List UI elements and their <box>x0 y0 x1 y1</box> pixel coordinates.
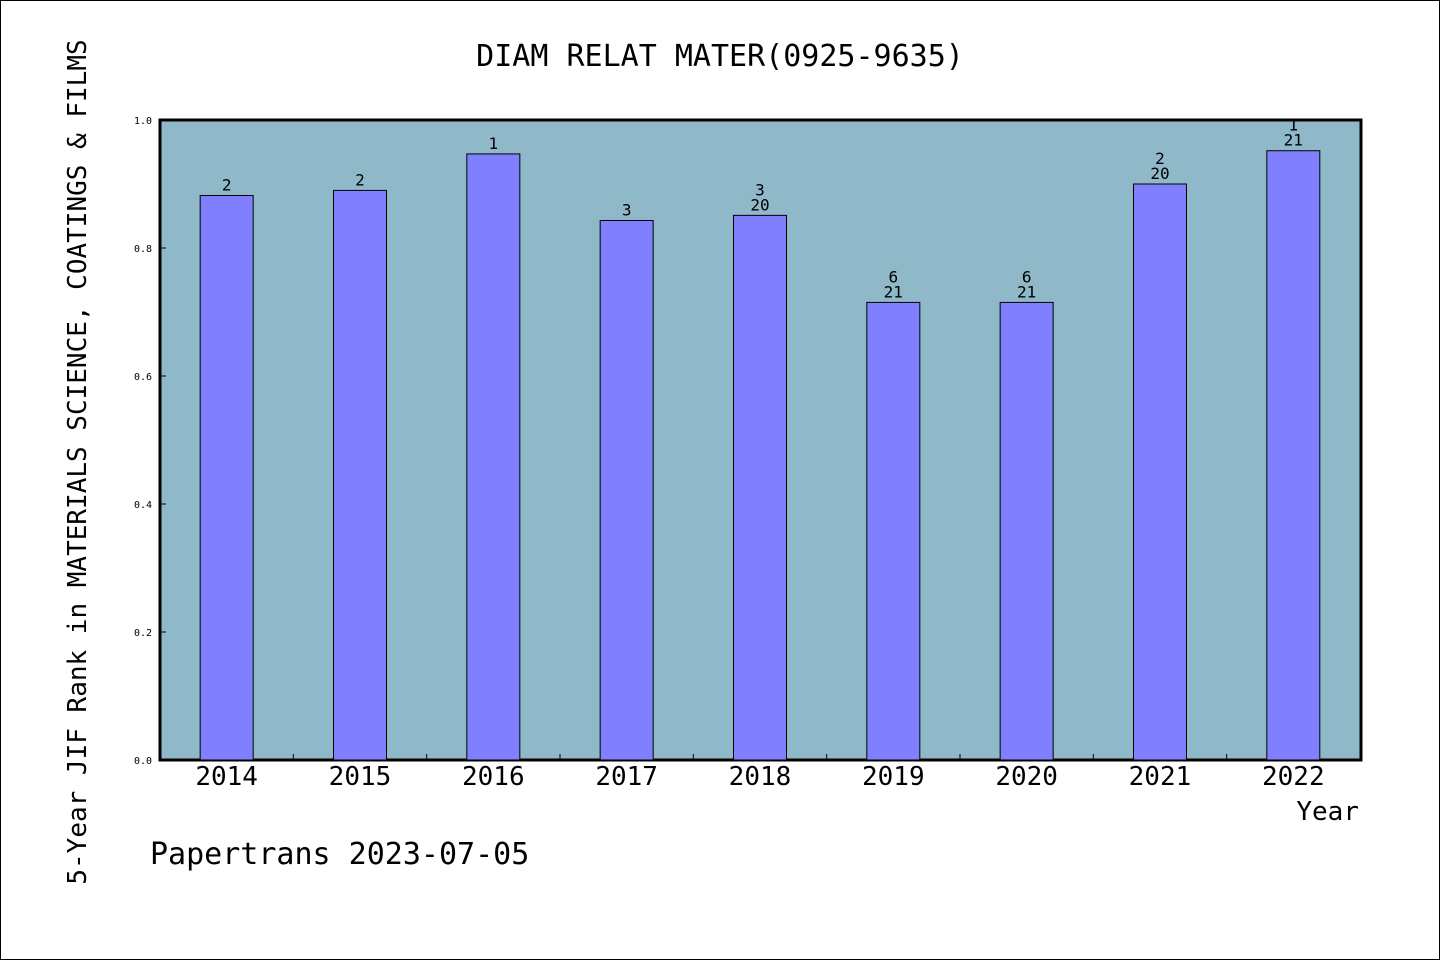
bar-data-label: 2 <box>222 176 232 195</box>
x-tick-label: 2016 <box>462 762 525 792</box>
x-tick-label: 2017 <box>595 762 658 792</box>
x-tick-label: 2019 <box>862 762 925 792</box>
bar-data-label: 2 <box>1155 149 1165 168</box>
y-axis-label: 5-Year JIF Rank in MATERIALS SCIENCE, CO… <box>63 39 93 884</box>
bar-2019 <box>866 301 921 761</box>
x-tick-label: 2018 <box>729 762 792 792</box>
bar-2022 <box>1266 150 1321 761</box>
y-tick-label: 0.2 <box>134 628 152 639</box>
bar-data-label: 1 <box>1288 116 1298 135</box>
watermark: Papertrans 2023-07-05 <box>150 837 529 872</box>
bars <box>199 150 1321 761</box>
x-axis-label: Year <box>1296 797 1359 827</box>
x-tick-label: 2015 <box>329 762 392 792</box>
x-tick-label: 2014 <box>195 762 258 792</box>
bar-2016 <box>466 153 521 761</box>
bar-data-label: 21 <box>1017 282 1036 301</box>
y-tick-label: 0.0 <box>134 756 152 767</box>
bar-data-label: 3 <box>755 180 765 199</box>
y-tick-label: 0.6 <box>134 372 152 383</box>
x-axis: 2014 2015 2016 2017 2018 2019 2020 2021 2022 <box>195 754 1325 792</box>
y-axis: 0.0 0.2 0.4 0.6 0.8 1.0 <box>134 116 166 767</box>
bar-data-label: 20 <box>750 195 769 214</box>
bar-2015 <box>332 189 387 761</box>
y-tick-label: 0.4 <box>134 500 152 511</box>
bar-2014 <box>199 195 254 761</box>
bar-data-label: 1 <box>489 134 499 153</box>
bar-data-label: 21 <box>884 282 903 301</box>
bar-2020 <box>999 301 1054 761</box>
x-tick-label: 2022 <box>1262 762 1325 792</box>
x-tick-label: 2020 <box>995 762 1058 792</box>
x-tick-label: 2021 <box>1129 762 1192 792</box>
bar-data-label: 6 <box>888 267 898 286</box>
bar-2018 <box>732 214 787 761</box>
bar-2021 <box>1132 183 1187 761</box>
bar-data-label: 21 <box>1284 131 1303 150</box>
chart-title: DIAM RELAT MATER(0925-9635) <box>476 39 964 74</box>
bar-data-label: 6 <box>1022 267 1032 286</box>
y-tick-label: 0.8 <box>134 244 152 255</box>
bar-data-label: 2 <box>355 170 365 189</box>
bar-data-label: 20 <box>1150 164 1169 183</box>
bar-data-label: 3 <box>622 200 632 219</box>
bar-2017 <box>599 219 654 761</box>
y-tick-label: 1.0 <box>134 116 152 127</box>
